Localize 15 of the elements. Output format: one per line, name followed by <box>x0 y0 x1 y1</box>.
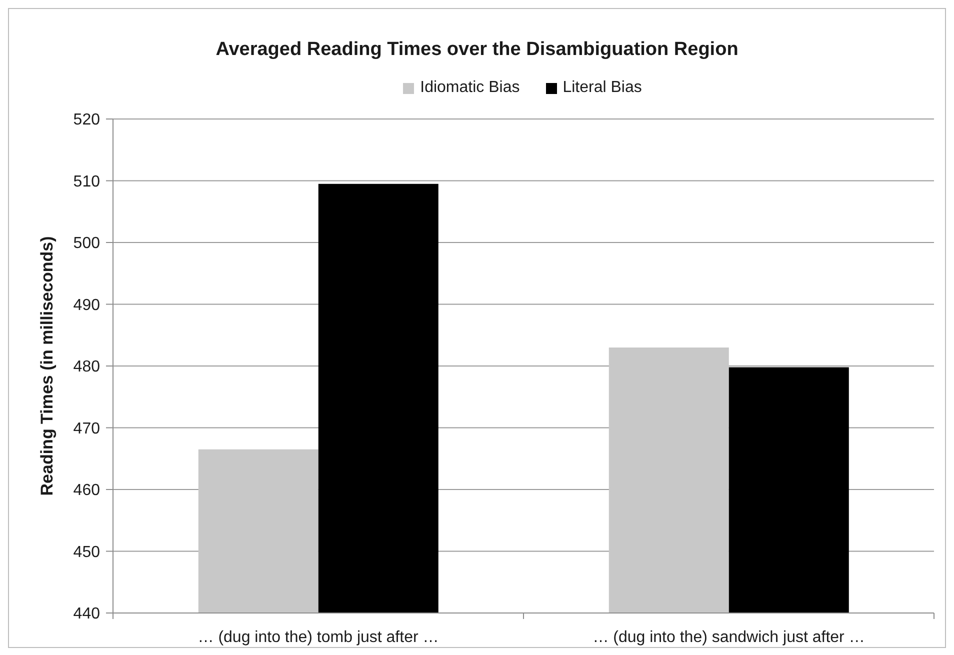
y-tick-label: 440 <box>73 606 100 623</box>
y-tick-label: 510 <box>73 173 100 190</box>
y-tick-label: 490 <box>73 296 100 314</box>
legend-label: Literal Bias <box>562 79 642 97</box>
y-tick-label: 480 <box>73 358 100 376</box>
chart-title: Averaged Reading Times over the Disambiguation Region <box>214 39 740 61</box>
y-axis-title: Reading Times (in milliseconds) <box>38 236 56 496</box>
legend-label: Idiomatic Bias <box>420 79 520 97</box>
y-tick-label: 470 <box>73 420 100 438</box>
y-tick-label: 450 <box>73 544 100 561</box>
x-tick-label: … (dug into the) sandwich just after … <box>592 629 865 646</box>
y-tick-label: 460 <box>73 482 100 500</box>
x-tick-label: … (dug into the) tomb just after … <box>198 629 439 646</box>
y-tick-label: 500 <box>73 235 100 252</box>
y-tick-label: 520 <box>73 112 100 129</box>
